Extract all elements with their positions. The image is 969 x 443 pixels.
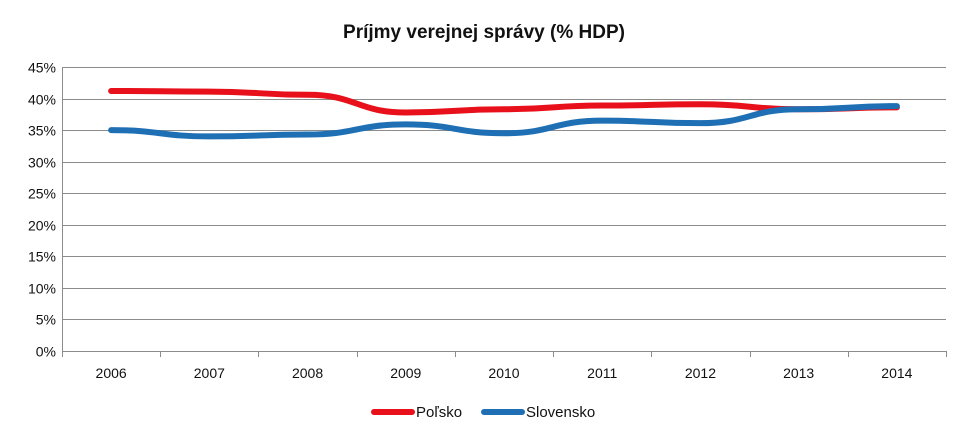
y-tick-label: 20% (28, 218, 56, 234)
x-tick-label: 2010 (488, 365, 519, 381)
y-tick-label: 0% (36, 344, 56, 360)
chart-title: Príjmy verejnej správy (% HDP) (343, 22, 625, 43)
x-tick-label: 2014 (881, 365, 912, 381)
y-tick-label: 30% (28, 155, 56, 171)
legend-label: Poľsko (416, 404, 462, 421)
x-tick-label: 2012 (685, 365, 716, 381)
legend-label: Slovensko (526, 404, 595, 421)
x-tick-label: 2007 (194, 365, 225, 381)
y-tick-label: 25% (28, 186, 56, 202)
x-tick-label: 2011 (587, 365, 617, 381)
y-axis-ticks: 0% 5% 10% 15% 20% 25% 30% 35% 40% 45% (28, 60, 56, 360)
x-tick-label: 2008 (292, 365, 323, 381)
x-tick-label: 2006 (96, 365, 127, 381)
y-tick-label: 40% (28, 92, 56, 108)
legend: Poľsko Slovensko (371, 404, 595, 421)
y-tick-label: 15% (28, 249, 56, 265)
gridlines (62, 67, 946, 352)
x-tick-label: 2009 (390, 365, 421, 381)
series-lines (108, 87, 900, 140)
y-tick-label: 10% (28, 281, 56, 297)
y-tick-label: 35% (28, 123, 56, 139)
y-tick-label: 5% (36, 312, 56, 328)
y-tick-label: 45% (28, 60, 56, 76)
x-axis-ticks: 2006 2007 2008 2009 2010 2011 2012 2013 2014 (62, 351, 947, 381)
x-tick-label: 2013 (783, 365, 814, 381)
